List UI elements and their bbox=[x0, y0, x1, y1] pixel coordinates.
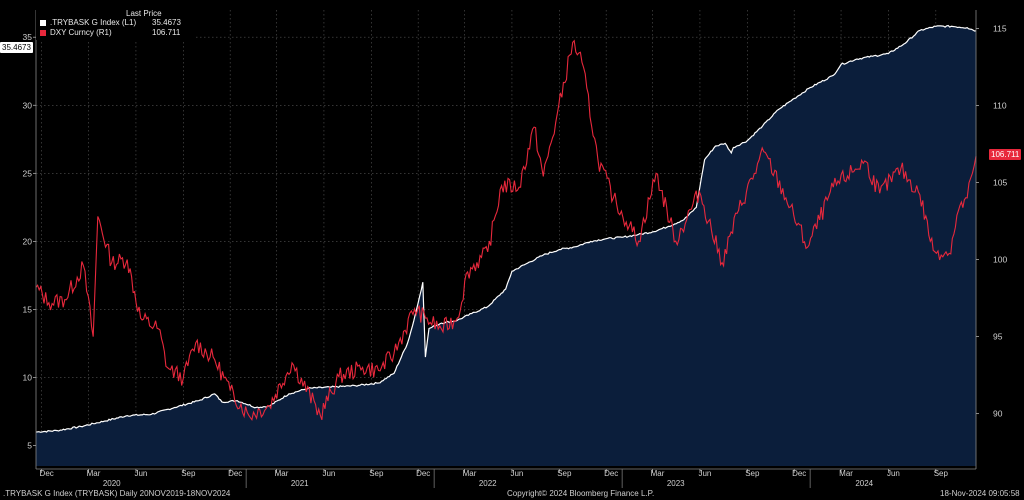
dxy-line bbox=[35, 39, 977, 421]
x-axis-year-label: 2022 bbox=[479, 479, 497, 488]
left-axis-tick-label: 15 bbox=[23, 304, 33, 314]
legend-item-name: .TRYBASK G Index (L1) bbox=[50, 18, 137, 27]
right-last-price-flag: 106.711 bbox=[989, 149, 1022, 160]
x-axis-month-label: Jun bbox=[887, 469, 900, 478]
x-axis-month-label: Sep bbox=[934, 469, 949, 478]
x-axis-month-label: Sep bbox=[745, 469, 760, 478]
x-axis-year-label: 2021 bbox=[291, 479, 309, 488]
x-axis-month-label: Mar bbox=[839, 469, 853, 478]
legend-item-trybask[interactable]: .TRYBASK G Index (L1) 35.4673 bbox=[40, 18, 196, 28]
legend-swatch-white bbox=[40, 20, 46, 26]
trybask-area-fill bbox=[36, 25, 976, 466]
left-axis-tick-label: 20 bbox=[23, 236, 33, 246]
x-axis-month-label: Mar bbox=[87, 469, 101, 478]
footer-copyright: Copyright© 2024 Bloomberg Finance L.P. bbox=[507, 489, 655, 498]
right-axis-tick-label: 105 bbox=[993, 178, 1007, 188]
x-axis-month-label: Sep bbox=[557, 469, 572, 478]
x-axis-month-label: Dec bbox=[40, 469, 54, 478]
legend-item-value: 106.711 bbox=[152, 28, 181, 37]
x-axis-month-label: Jun bbox=[322, 469, 335, 478]
left-axis-tick-label: 5 bbox=[27, 441, 32, 451]
right-axis-tick-label: 95 bbox=[993, 332, 1003, 342]
right-axis-tick-label: 115 bbox=[993, 23, 1007, 33]
left-axis-tick-label: 25 bbox=[23, 168, 33, 178]
left-axis-tick-label: 30 bbox=[23, 100, 33, 110]
x-axis-month-label: Mar bbox=[275, 469, 289, 478]
legend-swatch-red bbox=[40, 30, 46, 36]
x-axis-month-label: Dec bbox=[228, 469, 242, 478]
right-axis-tick-label: 100 bbox=[993, 255, 1007, 265]
legend-item-name: DXY Curncy (R1) bbox=[50, 28, 112, 37]
legend-header: Last Price bbox=[126, 9, 162, 18]
left-axis-tick-label: 35 bbox=[23, 32, 33, 42]
x-axis-month-label: Sep bbox=[369, 469, 384, 478]
x-axis-month-label: Dec bbox=[792, 469, 806, 478]
legend: Last Price .TRYBASK G Index (L1) 35.4673… bbox=[36, 8, 196, 40]
x-axis-month-label: Mar bbox=[651, 469, 665, 478]
footer-series-info: .TRYBASK G Index (TRYBASK) Daily 20NOV20… bbox=[3, 489, 231, 498]
x-axis-year-label: 2020 bbox=[103, 479, 121, 488]
footer-timestamp: 18-Nov-2024 09:05:58 bbox=[940, 489, 1020, 498]
legend-item-dxy[interactable]: DXY Curncy (R1) 106.711 bbox=[40, 28, 196, 38]
x-axis-year-label: 2024 bbox=[855, 479, 873, 488]
x-axis-month-label: Dec bbox=[416, 469, 430, 478]
axes: 5 10 15 20 25 30 35 90 95 100 105 110 115 Dec Mar Jun Se… bbox=[23, 10, 1007, 488]
trybask-line bbox=[35, 24, 977, 433]
x-axis-month-label: Jun bbox=[698, 469, 711, 478]
x-axis-month-label: Dec bbox=[604, 469, 618, 478]
x-axis-month-label: Sep bbox=[181, 469, 196, 478]
x-axis-month-label: Jun bbox=[510, 469, 523, 478]
legend-item-value: 35.4673 bbox=[152, 18, 181, 27]
right-axis-tick-label: 110 bbox=[993, 101, 1007, 111]
right-axis-tick-label: 90 bbox=[993, 409, 1003, 419]
x-axis-month-label: Mar bbox=[463, 469, 477, 478]
x-axis-year-label: 2023 bbox=[667, 479, 685, 488]
left-last-price-flag: 35.4673 bbox=[0, 42, 33, 53]
x-axis-month-label: Jun bbox=[134, 469, 147, 478]
left-axis-tick-label: 10 bbox=[23, 373, 33, 383]
